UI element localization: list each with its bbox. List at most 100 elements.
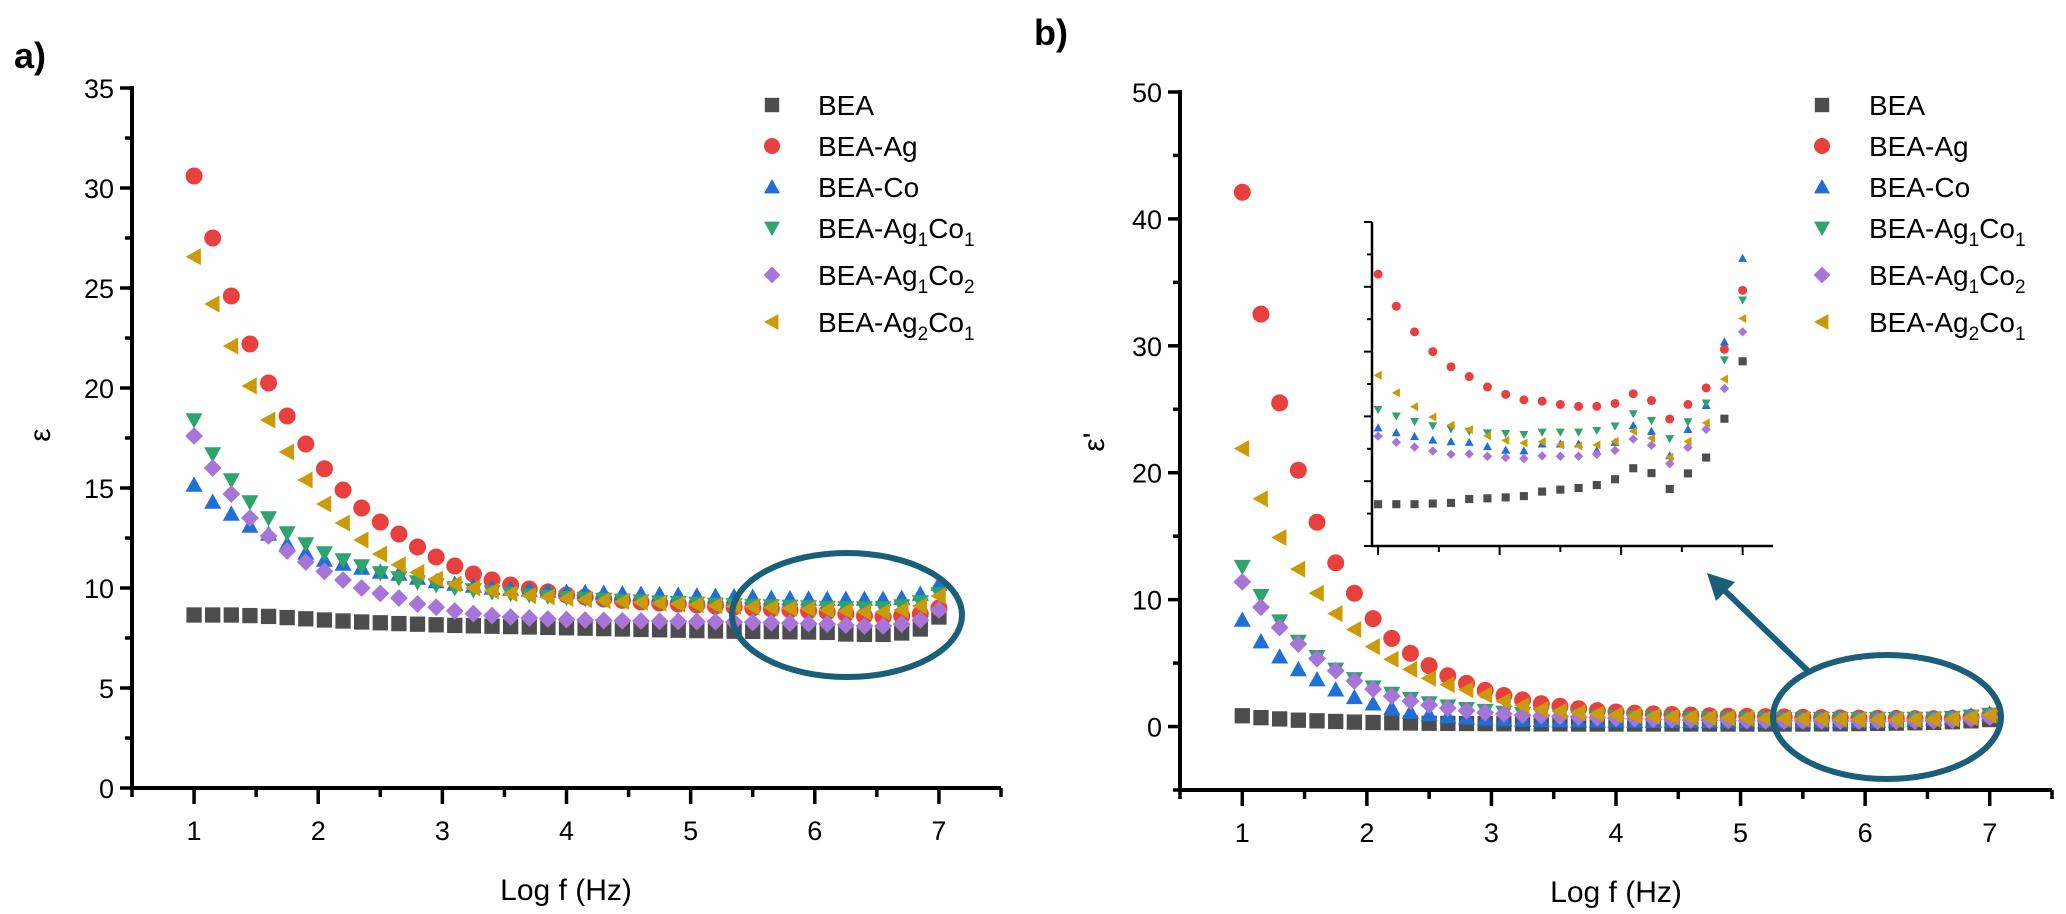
data-point <box>1458 681 1474 699</box>
data-point <box>1252 305 1270 323</box>
legend-text-part: Co <box>928 307 964 338</box>
data-point <box>390 556 406 574</box>
x-tick-label: 2 <box>1359 818 1374 848</box>
data-point <box>520 587 537 605</box>
data-point <box>594 611 613 630</box>
legend-text-part: BEA-Ag <box>818 260 918 291</box>
x-tick-label: 5 <box>683 816 698 846</box>
inset-data-point <box>1556 485 1565 494</box>
data-point <box>855 603 872 621</box>
data-point <box>1756 709 1773 727</box>
data-point <box>1439 676 1455 694</box>
data-point <box>334 514 350 532</box>
data-point <box>892 615 911 633</box>
data-point <box>1794 710 1810 728</box>
inset-data-point <box>1719 344 1729 354</box>
inset-data-point <box>1373 405 1383 415</box>
data-point <box>1682 708 1698 726</box>
y-tick-label: 10 <box>84 574 114 604</box>
data-point <box>837 602 853 620</box>
legend-subscript: 1 <box>964 324 975 345</box>
inset-data-point <box>1537 396 1547 406</box>
inset-series-BEA-Ag1Co1 <box>1373 296 1748 444</box>
legend-marker-BEA <box>764 97 780 113</box>
data-point <box>204 493 222 509</box>
data-point <box>687 612 706 631</box>
data-point <box>296 553 315 571</box>
legend-marker-BEA-Ag2Co1 <box>764 314 779 330</box>
data-point <box>334 553 352 569</box>
data-point <box>278 407 296 425</box>
inset-series-BEA-Ag <box>1373 269 1748 424</box>
inset-data-point <box>1574 441 1583 451</box>
data-point <box>1476 703 1495 722</box>
data-point <box>391 615 407 632</box>
inset-data-point <box>1628 426 1637 436</box>
legend-marker-BEA-Ag1Co2 <box>1813 266 1831 284</box>
data-point <box>390 525 408 543</box>
data-point <box>1663 708 1679 726</box>
data-point <box>204 447 222 463</box>
data-point <box>576 591 592 609</box>
data-point <box>1326 661 1345 680</box>
data-point <box>1308 671 1326 687</box>
inset-series-BEA-Ag2Co1 <box>1373 314 1747 462</box>
legend-text-part: Co <box>1979 260 2015 291</box>
data-point <box>1402 715 1419 731</box>
data-point <box>483 582 499 600</box>
inset-data-point <box>1500 452 1511 463</box>
data-point <box>1514 697 1530 715</box>
legend-text-part: Co <box>1979 213 2015 244</box>
inset-data-point <box>1519 395 1529 405</box>
inset-data-point <box>1719 383 1730 394</box>
inset-data-point <box>1483 494 1492 503</box>
data-point <box>595 592 611 610</box>
data-point <box>520 609 539 627</box>
data-point <box>1253 710 1269 726</box>
inset-data-point <box>1701 383 1711 393</box>
data-point <box>465 618 482 634</box>
legend-subscript: 2 <box>1969 324 1980 345</box>
inset-data-point <box>1646 396 1656 406</box>
x-tick-label: 3 <box>1484 818 1499 848</box>
data-point <box>354 614 370 630</box>
data-point <box>1962 709 1978 727</box>
data-point <box>241 377 257 395</box>
data-point <box>1850 710 1866 728</box>
data-point <box>1775 710 1791 728</box>
inset-data-point <box>1737 327 1748 337</box>
inset-data-point <box>1446 437 1456 446</box>
data-point <box>185 413 203 429</box>
inset-data-point <box>1446 420 1455 430</box>
inset-data-point <box>1738 314 1747 324</box>
inset-data-point <box>1555 428 1565 437</box>
inset-data-point <box>1446 362 1456 372</box>
data-point <box>836 616 855 634</box>
data-point <box>1290 712 1306 728</box>
data-point <box>874 617 892 635</box>
legend-marker-BEA-Ag1Co1 <box>764 221 780 236</box>
data-point <box>1644 707 1661 725</box>
data-point <box>1494 704 1513 723</box>
y-tick-label: 15 <box>84 474 114 504</box>
x-tick-label: 1 <box>187 816 202 846</box>
inset-data-point <box>1592 401 1602 411</box>
legend-label: BEA-Ag1Co1 <box>1869 213 2026 251</box>
data-point <box>185 476 203 492</box>
inset-data-point <box>1646 426 1656 435</box>
x-tick-label: 2 <box>311 816 326 846</box>
data-point <box>315 460 333 478</box>
data-point <box>242 607 258 624</box>
data-point <box>1328 713 1344 730</box>
inset-data-point <box>1428 422 1438 431</box>
data-point <box>632 593 648 611</box>
data-point <box>409 563 425 581</box>
data-point <box>185 248 201 266</box>
data-point <box>1289 660 1307 677</box>
legend-marker-BEA-Ag <box>764 138 780 154</box>
data-point <box>203 459 222 477</box>
data-point <box>1588 705 1605 723</box>
x-tick-label: 4 <box>559 816 574 846</box>
inset-data-point <box>1537 437 1546 447</box>
data-point <box>930 587 946 605</box>
